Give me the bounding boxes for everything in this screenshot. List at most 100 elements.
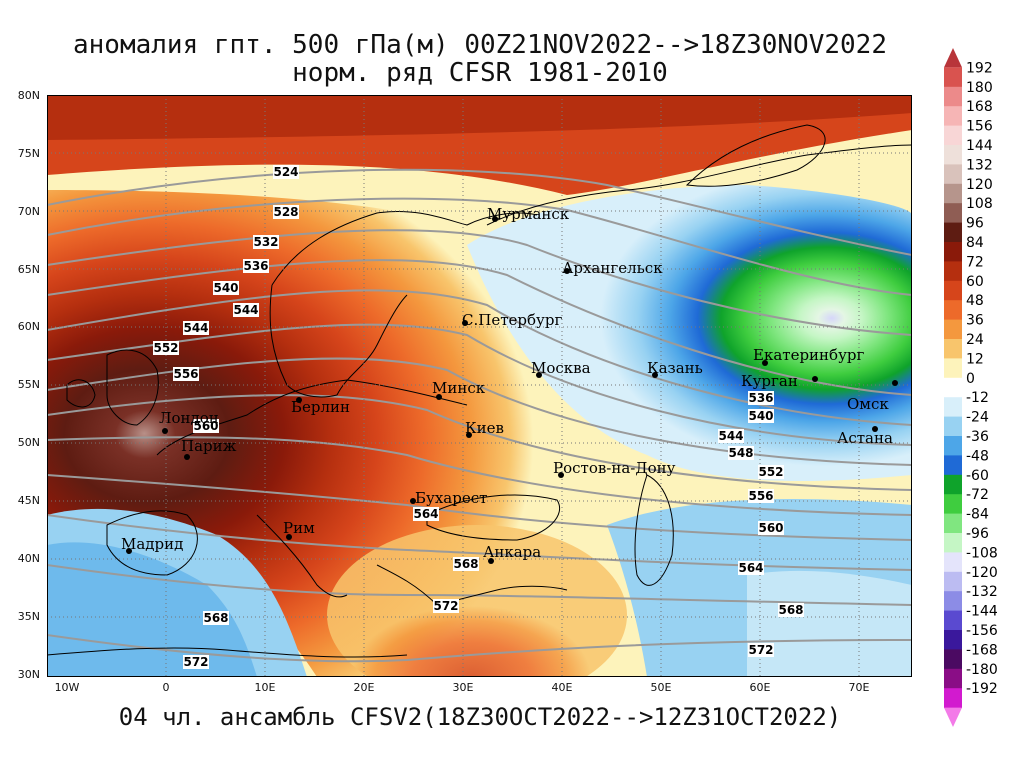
svg-text:556: 556: [173, 367, 198, 381]
contour-label-540-east: 540: [748, 409, 774, 423]
city-madrid: Мадрид: [121, 535, 183, 554]
contour-label-564-east: 564: [738, 561, 764, 575]
svg-text:572: 572: [748, 643, 773, 657]
colorbar-tick-label: -108: [966, 545, 998, 561]
contour-line-524: [47, 168, 912, 256]
colorbar-tick-label: -24: [966, 410, 989, 426]
city-kazan: Казань: [647, 359, 703, 378]
contour-label-544-east: 544: [718, 429, 744, 443]
contour-label-544: 544: [233, 303, 259, 317]
svg-text:Анкара: Анкара: [483, 543, 541, 561]
contour-label-548: 544: [183, 321, 209, 335]
colorbar-swatch: [944, 164, 962, 185]
colorbar-tick-label: 144: [966, 138, 993, 154]
contour-line-572: [47, 634, 912, 663]
lat-label-30n: 30N: [17, 668, 40, 681]
contour-labels: 524 528 532 536 540 544 544 552 556 560 …: [153, 165, 804, 669]
city-dot: [466, 432, 472, 438]
colorbar-tick-label: -12: [966, 390, 989, 406]
svg-text:560: 560: [758, 521, 783, 535]
contour-line-528: [47, 197, 912, 296]
lat-label-80n: 80N: [17, 89, 40, 102]
city-moscow: Москва: [531, 359, 591, 378]
svg-text:568: 568: [203, 611, 228, 625]
map-frame: [47, 95, 912, 677]
caspian-coast: [634, 474, 674, 586]
colorbar-swatch: [944, 125, 962, 146]
colorbar-swatch: [944, 533, 962, 553]
lat-label-70n: 70N: [17, 205, 40, 218]
lon-label-40e: 40E: [551, 681, 573, 694]
svg-text:572: 572: [183, 655, 208, 669]
svg-text:556: 556: [748, 489, 773, 503]
colorbar-tick-label: 156: [966, 119, 993, 135]
scandinavia-coast: [271, 210, 538, 286]
contour-line-564: [47, 514, 912, 571]
contour-label-568-west: 568: [203, 611, 229, 625]
colorbar-swatch: [944, 261, 962, 282]
lat-label-45n: 45N: [17, 494, 40, 507]
colorbar-swatch: [944, 571, 962, 592]
lat-label-40n: 40N: [17, 552, 40, 565]
colorbar-swatch: [944, 183, 962, 204]
contour-label-524: 524: [273, 165, 299, 179]
contour-label-560: 560: [193, 419, 219, 433]
city-dot: [126, 548, 132, 554]
colorbar-swatch: [944, 280, 962, 301]
city-dot: [492, 216, 498, 222]
colorbar-swatch: [944, 319, 962, 340]
britain-coast: [106, 349, 159, 426]
lon-label-0: 0: [162, 681, 170, 694]
svg-text:Берлин: Берлин: [291, 398, 350, 416]
city-dot: [812, 376, 818, 382]
svg-text:Мурманск: Мурманск: [487, 205, 570, 223]
city-arkhangelsk: Архангельск: [562, 259, 663, 277]
lat-label-55n: 55N: [17, 378, 40, 391]
colorbar-swatch: [944, 86, 962, 107]
svg-text:544: 544: [718, 429, 743, 443]
svg-text:Курган: Курган: [741, 372, 798, 390]
north-africa-coast: [47, 647, 408, 658]
city-st-petersburg: С.Петербург: [462, 311, 562, 329]
colorbar-tick-label: -144: [966, 604, 998, 620]
svg-text:540: 540: [213, 281, 238, 295]
colorbar-tick-label: -84: [966, 507, 989, 523]
svg-text:552: 552: [758, 465, 783, 479]
city-dot: [410, 498, 416, 504]
svg-text:560: 560: [193, 419, 218, 433]
svg-text:Омск: Омск: [847, 395, 889, 413]
colorbar-tick-label: 96: [966, 216, 984, 232]
colorbar-tick-label: -72: [966, 487, 989, 503]
city-dot: [488, 558, 494, 564]
arctic-coast: [486, 144, 912, 226]
contour-label-572-east: 572: [748, 643, 774, 657]
anomaly-map: 524 528 532 536 540 544 544 552 556 560 …: [47, 95, 912, 677]
colorbar-arrow-top: [944, 48, 962, 68]
coastlines: [47, 124, 912, 658]
svg-text:564: 564: [738, 561, 763, 575]
colorbar-tick-label: 120: [966, 177, 993, 193]
colorbar-tick-label: 180: [966, 80, 993, 96]
city-astana: Астана: [837, 426, 893, 447]
lat-label-35n: 35N: [17, 610, 40, 623]
city-dot: [184, 454, 190, 460]
colorbar-swatch: [944, 455, 962, 476]
city-dot: [652, 372, 658, 378]
city-ankara: Анкара: [483, 543, 541, 564]
colorbar-swatch: [944, 668, 962, 689]
map-title-line1: аномалия гпт. 500 гПа(м) 00Z21NOV2022-->…: [73, 30, 887, 60]
svg-text:Лондон: Лондон: [159, 409, 219, 427]
city-kurgan: Курган: [741, 372, 818, 390]
city-minsk: Минск: [432, 379, 486, 400]
contour-line-544: [47, 323, 912, 446]
contour-label-556-east: 556: [748, 489, 774, 503]
city-dot: [564, 268, 570, 274]
colorbar-tick-label: -36: [966, 429, 989, 445]
contour-label-568-east: 568: [778, 603, 804, 617]
svg-text:568: 568: [453, 557, 478, 571]
svg-text:Мадрид: Мадрид: [121, 535, 183, 553]
svg-text:552: 552: [153, 341, 178, 355]
svg-text:532: 532: [253, 235, 278, 249]
contour-line-536: [47, 259, 912, 396]
contour-label-528: 528: [273, 205, 299, 219]
